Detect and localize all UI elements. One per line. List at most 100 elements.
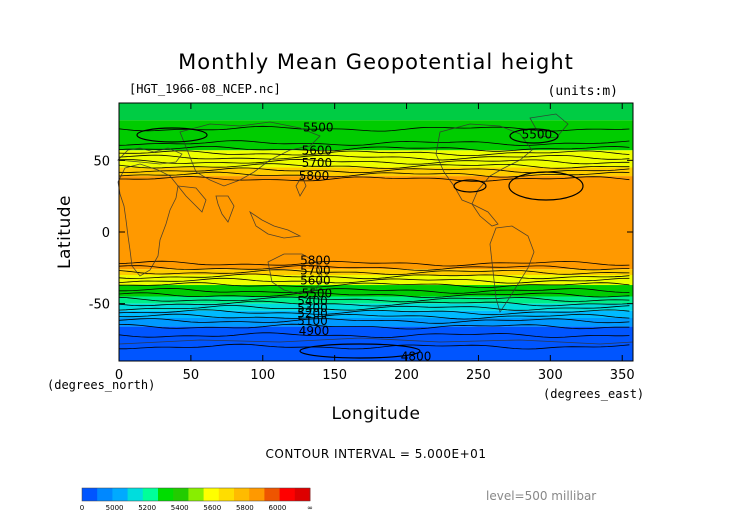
contour-line-20 bbox=[118, 305, 630, 311]
x-tick-label-2: 100 bbox=[250, 368, 275, 383]
contour-line-3 bbox=[118, 150, 630, 156]
band-11 bbox=[119, 318, 633, 327]
contour-label-0: 5500 bbox=[303, 120, 334, 134]
colorbar-cell-14 bbox=[294, 488, 311, 501]
colorbar-tick-4: 5600 bbox=[203, 504, 221, 512]
colorbar-cell-9 bbox=[218, 488, 235, 501]
colorbar-cell-3 bbox=[127, 488, 144, 501]
contour-label-7: 5600 bbox=[300, 274, 331, 288]
contour-label-11: 5200 bbox=[297, 307, 328, 321]
contour-line-5 bbox=[118, 158, 630, 165]
x-axis-ticks: 0 50 100 150 200 250 300 350 bbox=[115, 103, 635, 383]
contour-line-21 bbox=[118, 309, 630, 316]
contour-label-12: 5100 bbox=[297, 314, 328, 328]
colorbar-cell-12 bbox=[264, 488, 280, 501]
colorbar-cell-8 bbox=[203, 488, 220, 501]
x-tick-label-4: 200 bbox=[394, 368, 419, 383]
band-1 bbox=[119, 120, 633, 151]
colorbar-cell-7 bbox=[188, 488, 204, 501]
contour-label-1: 5600 bbox=[302, 143, 333, 157]
colorbar-cell-5 bbox=[158, 488, 174, 501]
contour-label-14: 4800 bbox=[401, 350, 432, 364]
contour-line-22 bbox=[118, 313, 630, 320]
band-4 bbox=[119, 176, 633, 270]
contour-line-23 bbox=[118, 318, 630, 324]
y-axis-ticks: 50 0 -50 bbox=[89, 154, 633, 313]
x-tick-label-6: 300 bbox=[538, 368, 563, 383]
contour-label-13: 4900 bbox=[299, 324, 330, 338]
band-5 bbox=[119, 269, 633, 275]
closed-contours bbox=[136, 127, 584, 359]
band-0 bbox=[119, 103, 633, 121]
colorbar-cell-13 bbox=[279, 488, 296, 501]
y-axis-label: Latitude bbox=[55, 195, 75, 269]
colorbar-tick-7: ∞ bbox=[307, 504, 313, 512]
contour-interval: CONTOUR INTERVAL = 5.000E+01 bbox=[266, 447, 487, 461]
contour-label-3: 5800 bbox=[299, 169, 330, 183]
chart-units: (units:m) bbox=[548, 84, 618, 99]
contour-line-12 bbox=[118, 269, 630, 275]
y-tick-label-1: 0 bbox=[102, 226, 110, 241]
contour-line-2 bbox=[118, 146, 630, 152]
x-tick-label-3: 150 bbox=[322, 368, 347, 383]
contour-line-10 bbox=[118, 260, 630, 267]
colorbar-cell-10 bbox=[234, 488, 250, 501]
contour-label-5: 5800 bbox=[300, 254, 331, 268]
colorbar-tick-3: 5400 bbox=[171, 504, 189, 512]
colorbar-frame bbox=[81, 487, 311, 502]
colorbar-cell-1 bbox=[97, 488, 113, 501]
y-tick-label-2: -50 bbox=[89, 298, 110, 313]
chart-filename: [HGT_1966-08_NCEP.nc] bbox=[129, 82, 281, 96]
plot-area: 5500560057005800550058005700560055005400… bbox=[117, 102, 634, 364]
contour-labels: 5500560057005800550058005700560055005400… bbox=[297, 120, 552, 363]
x-tick-label-1: 50 bbox=[183, 368, 200, 383]
contour-label-8: 5500 bbox=[302, 287, 333, 301]
contour-line-1 bbox=[118, 140, 630, 146]
colorbar-tick-5: 5800 bbox=[236, 504, 254, 512]
contour-line-17 bbox=[118, 292, 630, 298]
contour-line-19 bbox=[118, 300, 630, 307]
x-tick-label-7: 350 bbox=[610, 368, 635, 383]
band-10 bbox=[119, 310, 633, 318]
band-9 bbox=[119, 303, 633, 311]
contour-line-15 bbox=[118, 282, 630, 288]
y-tick-label-0: 50 bbox=[93, 154, 110, 169]
chart-title: Monthly Mean Geopotential height bbox=[178, 50, 574, 74]
colorbar-tick-2: 5200 bbox=[138, 504, 156, 512]
contour-line-4 bbox=[118, 154, 630, 161]
contour-line-11 bbox=[118, 265, 630, 271]
coastlines bbox=[117, 113, 634, 345]
x-tick-label-0: 0 bbox=[115, 368, 123, 383]
contour-line-14 bbox=[118, 277, 630, 284]
contour-label-4: 5500 bbox=[522, 128, 553, 142]
x-axis-label: Longitude bbox=[331, 404, 420, 424]
contour-line-6 bbox=[118, 163, 630, 169]
colorbar-tick-6: 6000 bbox=[269, 504, 287, 512]
contour-label-9: 5400 bbox=[297, 294, 328, 308]
y-unit-label: (degrees_north) bbox=[47, 378, 155, 392]
band-7 bbox=[119, 285, 633, 297]
contour-label-2: 5700 bbox=[302, 156, 333, 170]
colorbar-cell-11 bbox=[249, 488, 265, 501]
contour-label-10: 5300 bbox=[297, 301, 328, 315]
contour-line-8 bbox=[118, 171, 630, 178]
x-unit-label: (degrees_east) bbox=[543, 387, 644, 401]
contour-line-25 bbox=[118, 332, 630, 339]
colorbar-tick-1: 5000 bbox=[106, 504, 124, 512]
colorbar-ticks: 0 5000 5200 5400 5600 5800 6000 ∞ bbox=[80, 504, 313, 512]
contour-line-16 bbox=[119, 287, 630, 294]
colorbar-cell-4 bbox=[142, 488, 159, 501]
contour-line-18 bbox=[118, 296, 630, 303]
colorbar-tick-0: 0 bbox=[80, 504, 84, 512]
contour-label-6: 5700 bbox=[300, 264, 331, 278]
contour-line-9 bbox=[119, 176, 630, 182]
colorbar-cell-0 bbox=[82, 488, 98, 501]
contour-line-0 bbox=[118, 125, 630, 132]
contour-line-26 bbox=[119, 343, 630, 350]
colorbar-cell-6 bbox=[173, 488, 189, 501]
x-tick-label-5: 250 bbox=[466, 368, 491, 383]
colorbar bbox=[81, 487, 311, 502]
colorbar-cell-2 bbox=[112, 488, 128, 501]
contour-line-24 bbox=[118, 323, 630, 330]
